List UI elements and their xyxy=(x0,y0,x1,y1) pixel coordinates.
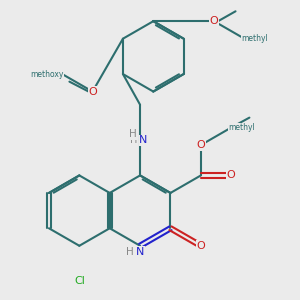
Text: methyl: methyl xyxy=(228,123,255,132)
Text: N: N xyxy=(136,247,144,257)
Text: H: H xyxy=(129,129,137,139)
Text: H: H xyxy=(126,247,134,257)
Text: methoxy: methoxy xyxy=(31,70,64,79)
Text: O: O xyxy=(227,170,236,180)
Text: H: H xyxy=(130,135,138,145)
Text: methyl: methyl xyxy=(242,34,268,43)
Text: O: O xyxy=(88,86,97,97)
Text: N: N xyxy=(140,135,148,145)
Text: Cl: Cl xyxy=(74,276,85,286)
Text: O: O xyxy=(197,140,205,150)
Text: O: O xyxy=(227,170,236,180)
Text: H: H xyxy=(127,247,134,257)
Text: O: O xyxy=(210,16,218,26)
Text: O: O xyxy=(88,86,97,97)
Text: N: N xyxy=(139,135,148,145)
Text: O: O xyxy=(210,16,218,26)
Text: Cl: Cl xyxy=(74,276,85,286)
Text: N: N xyxy=(136,247,144,257)
Text: O: O xyxy=(197,241,205,251)
Text: O: O xyxy=(196,241,205,251)
Text: O: O xyxy=(196,140,205,150)
